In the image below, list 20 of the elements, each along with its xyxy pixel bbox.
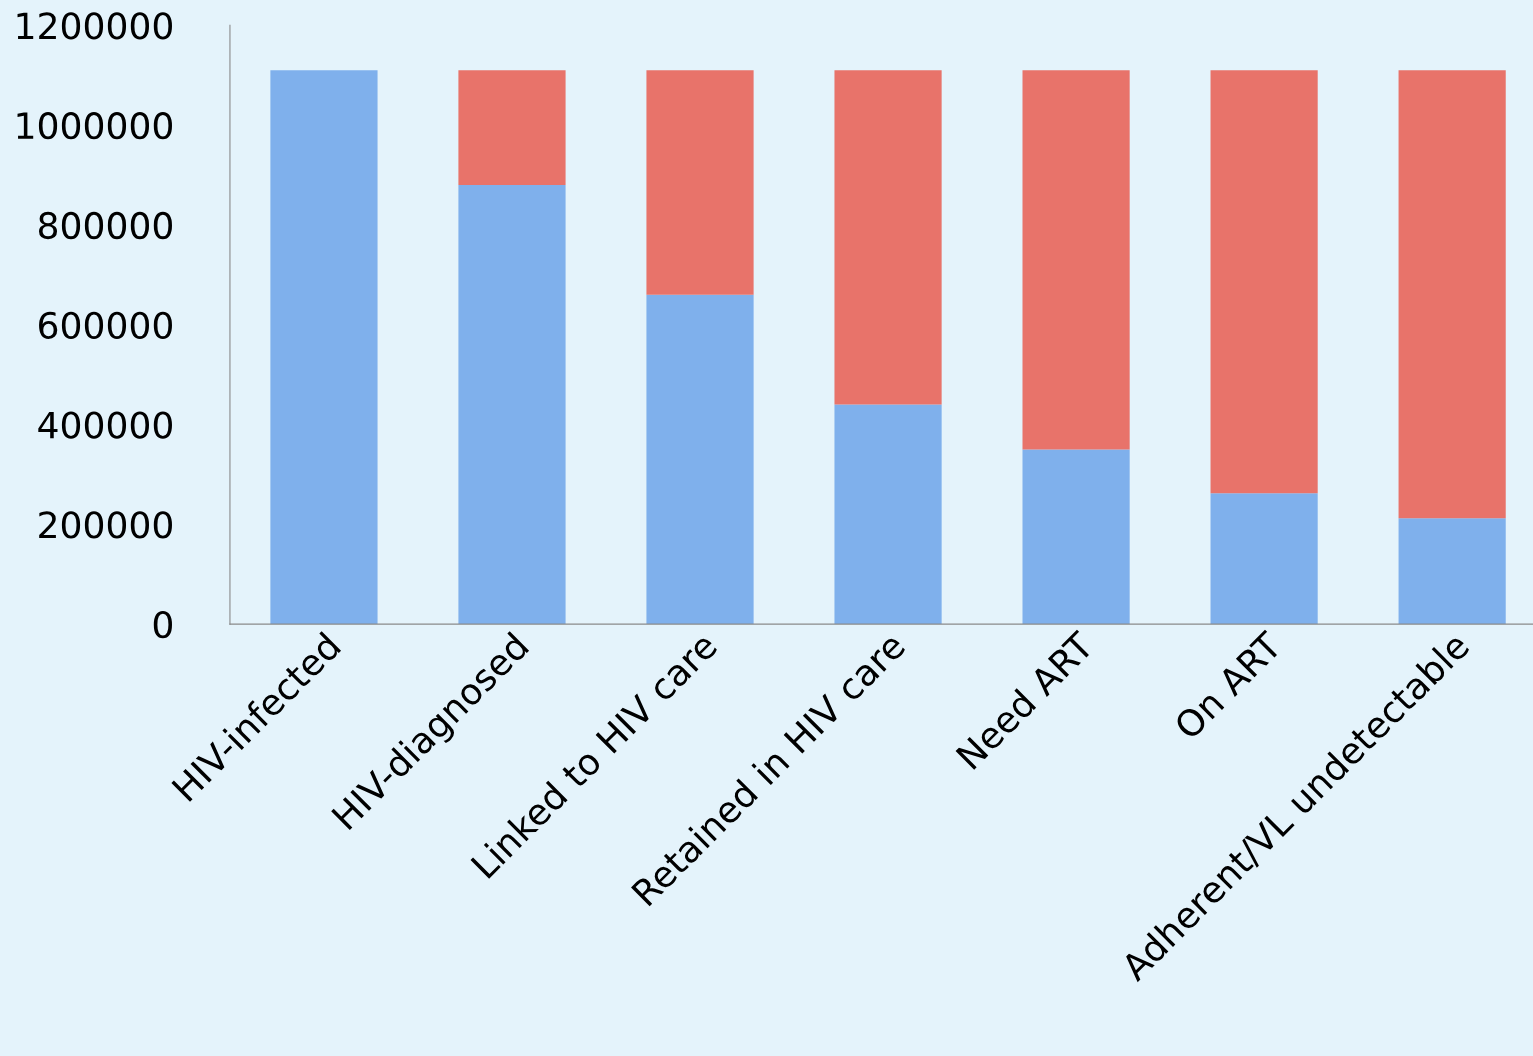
bar xyxy=(1398,70,1506,519)
bar xyxy=(270,70,378,625)
y-tick-label: 1000000 xyxy=(17,112,172,140)
bar xyxy=(458,70,566,186)
bar xyxy=(1210,493,1318,625)
bar xyxy=(646,294,754,625)
y-tick-label: 600000 xyxy=(39,311,172,339)
bar xyxy=(834,70,942,405)
y-tick-label: 1200000 xyxy=(17,12,172,40)
y-tick-label: 0 xyxy=(153,611,172,639)
bar xyxy=(646,70,754,295)
bar xyxy=(1398,518,1506,625)
bar xyxy=(834,404,942,625)
y-tick-label: 200000 xyxy=(39,511,172,539)
bar xyxy=(1022,70,1130,450)
y-tick-label: 400000 xyxy=(38,411,172,439)
bar xyxy=(1210,70,1318,494)
y-tick-label: 800000 xyxy=(38,211,172,240)
bar xyxy=(458,185,566,625)
bar xyxy=(1022,449,1130,625)
